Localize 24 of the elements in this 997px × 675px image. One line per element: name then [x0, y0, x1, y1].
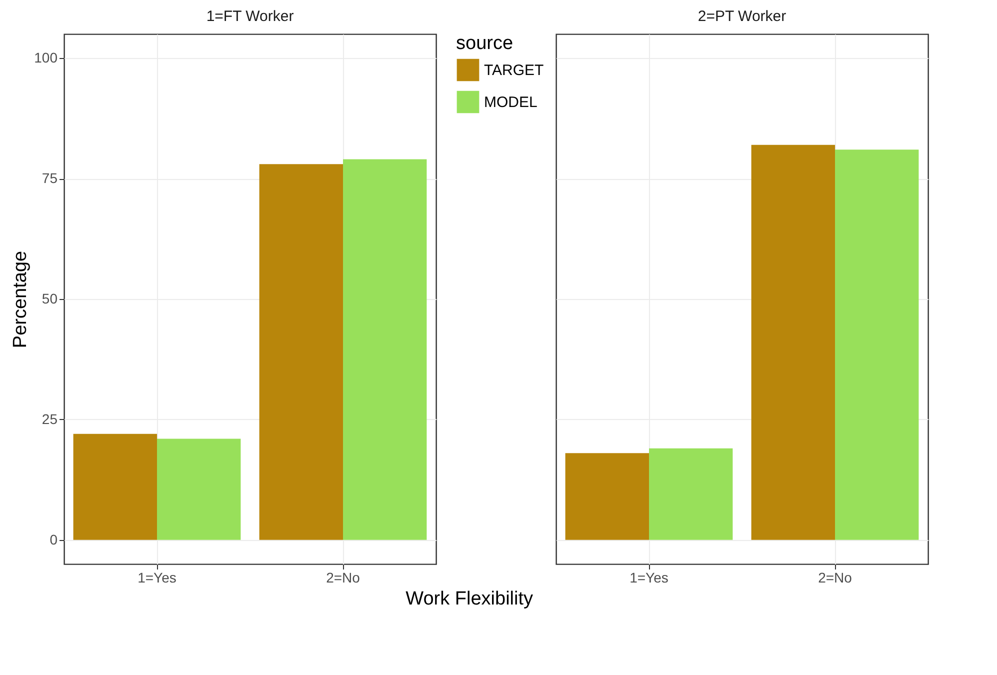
y-tick-label: 100	[34, 50, 58, 66]
chart-title: 2=PT Worker	[698, 8, 786, 25]
bar	[649, 448, 733, 540]
y-axis-title: Percentage	[10, 250, 32, 348]
x-tick-label: 2=No	[818, 570, 852, 586]
bar	[157, 438, 241, 540]
bar	[565, 453, 649, 540]
legend-title: source	[456, 33, 514, 54]
x-tick-label: 1=Yes	[138, 570, 176, 586]
x-tick-label: 1=Yes	[630, 570, 668, 586]
y-tick-label: 0	[50, 531, 58, 548]
legend-label: TARGET	[484, 62, 544, 79]
bar	[751, 144, 835, 540]
x-axis-title: Work Flexibility	[406, 588, 534, 610]
bar	[73, 434, 157, 540]
y-tick-label: 75	[42, 170, 58, 186]
y-tick-label: 25	[42, 410, 58, 427]
y-tick-label: 50	[42, 290, 58, 306]
bar	[259, 164, 343, 540]
bar	[343, 159, 427, 540]
x-tick-label: 2=No	[326, 570, 360, 586]
chart-title: 1=FT Worker	[206, 8, 294, 25]
bar	[835, 150, 919, 540]
legend-label: MODEL	[484, 94, 538, 111]
